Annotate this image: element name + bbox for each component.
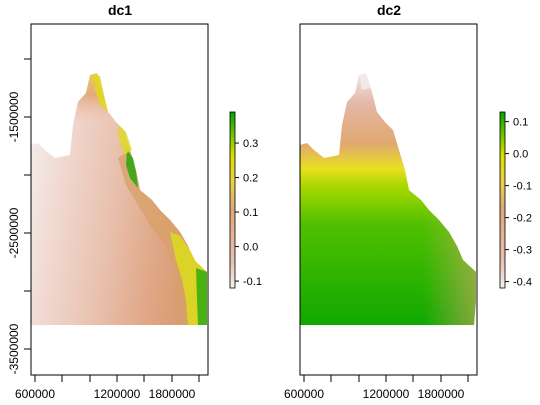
legend-dc1: 0.3 0.2 0.1 0.0 -0.1 — [230, 112, 262, 288]
legend-tick-label: -0.4 — [513, 277, 532, 289]
x-tick-label: 600000 — [284, 387, 324, 400]
raster-coast-shade — [300, 73, 476, 325]
y-tick-label: -1500000 — [7, 91, 21, 142]
y-axis: -1500000 -2500000 -3500000 — [7, 59, 31, 374]
legend-tick-label: 0.0 — [243, 242, 258, 254]
legend-dc2: 0.1 0.0 -0.1 -0.2 -0.3 -0.4 — [500, 112, 532, 289]
legend-tick-label: 0.2 — [243, 173, 258, 185]
legend-tick-label: 0.3 — [243, 138, 258, 150]
x-tick-label: 1800000 — [149, 387, 196, 400]
legend-tick-label: 0.1 — [513, 117, 528, 129]
legend-ticks: 0.1 0.0 -0.1 -0.2 -0.3 -0.4 — [505, 117, 532, 289]
legend-colorbar — [500, 112, 505, 288]
legend-tick-label: -0.1 — [243, 276, 262, 288]
legend-colorbar — [230, 112, 235, 288]
x-axis: 600000 1200000 1800000 — [284, 375, 468, 400]
legend-tick-label: -0.1 — [513, 181, 532, 193]
y-tick-label: -3500000 — [7, 323, 21, 374]
raster-dc2 — [300, 73, 476, 325]
x-tick-label: 600000 — [15, 387, 55, 400]
panel-dc1: dc1 600000 1200000 1800000 — [7, 2, 262, 400]
legend-ticks: 0.3 0.2 0.1 0.0 -0.1 — [235, 138, 262, 288]
panel-dc2: dc2 600000 1200000 1800000 0.1 0.0 -0.1 -0.… — [284, 2, 532, 400]
x-tick-label: 1200000 — [363, 387, 410, 400]
panel-title: dc2 — [377, 2, 401, 18]
legend-tick-label: -0.2 — [513, 213, 532, 225]
y-tick-label: -2500000 — [7, 207, 21, 258]
legend-tick-label: 0.1 — [243, 207, 258, 219]
x-tick-label: 1800000 — [418, 387, 465, 400]
raster-dc1 — [31, 73, 207, 325]
x-axis: 600000 1200000 1800000 — [15, 375, 199, 400]
legend-tick-label: -0.3 — [513, 245, 532, 257]
legend-tick-label: 0.0 — [513, 149, 528, 161]
panel-title: dc1 — [108, 2, 132, 18]
x-tick-label: 1200000 — [94, 387, 141, 400]
